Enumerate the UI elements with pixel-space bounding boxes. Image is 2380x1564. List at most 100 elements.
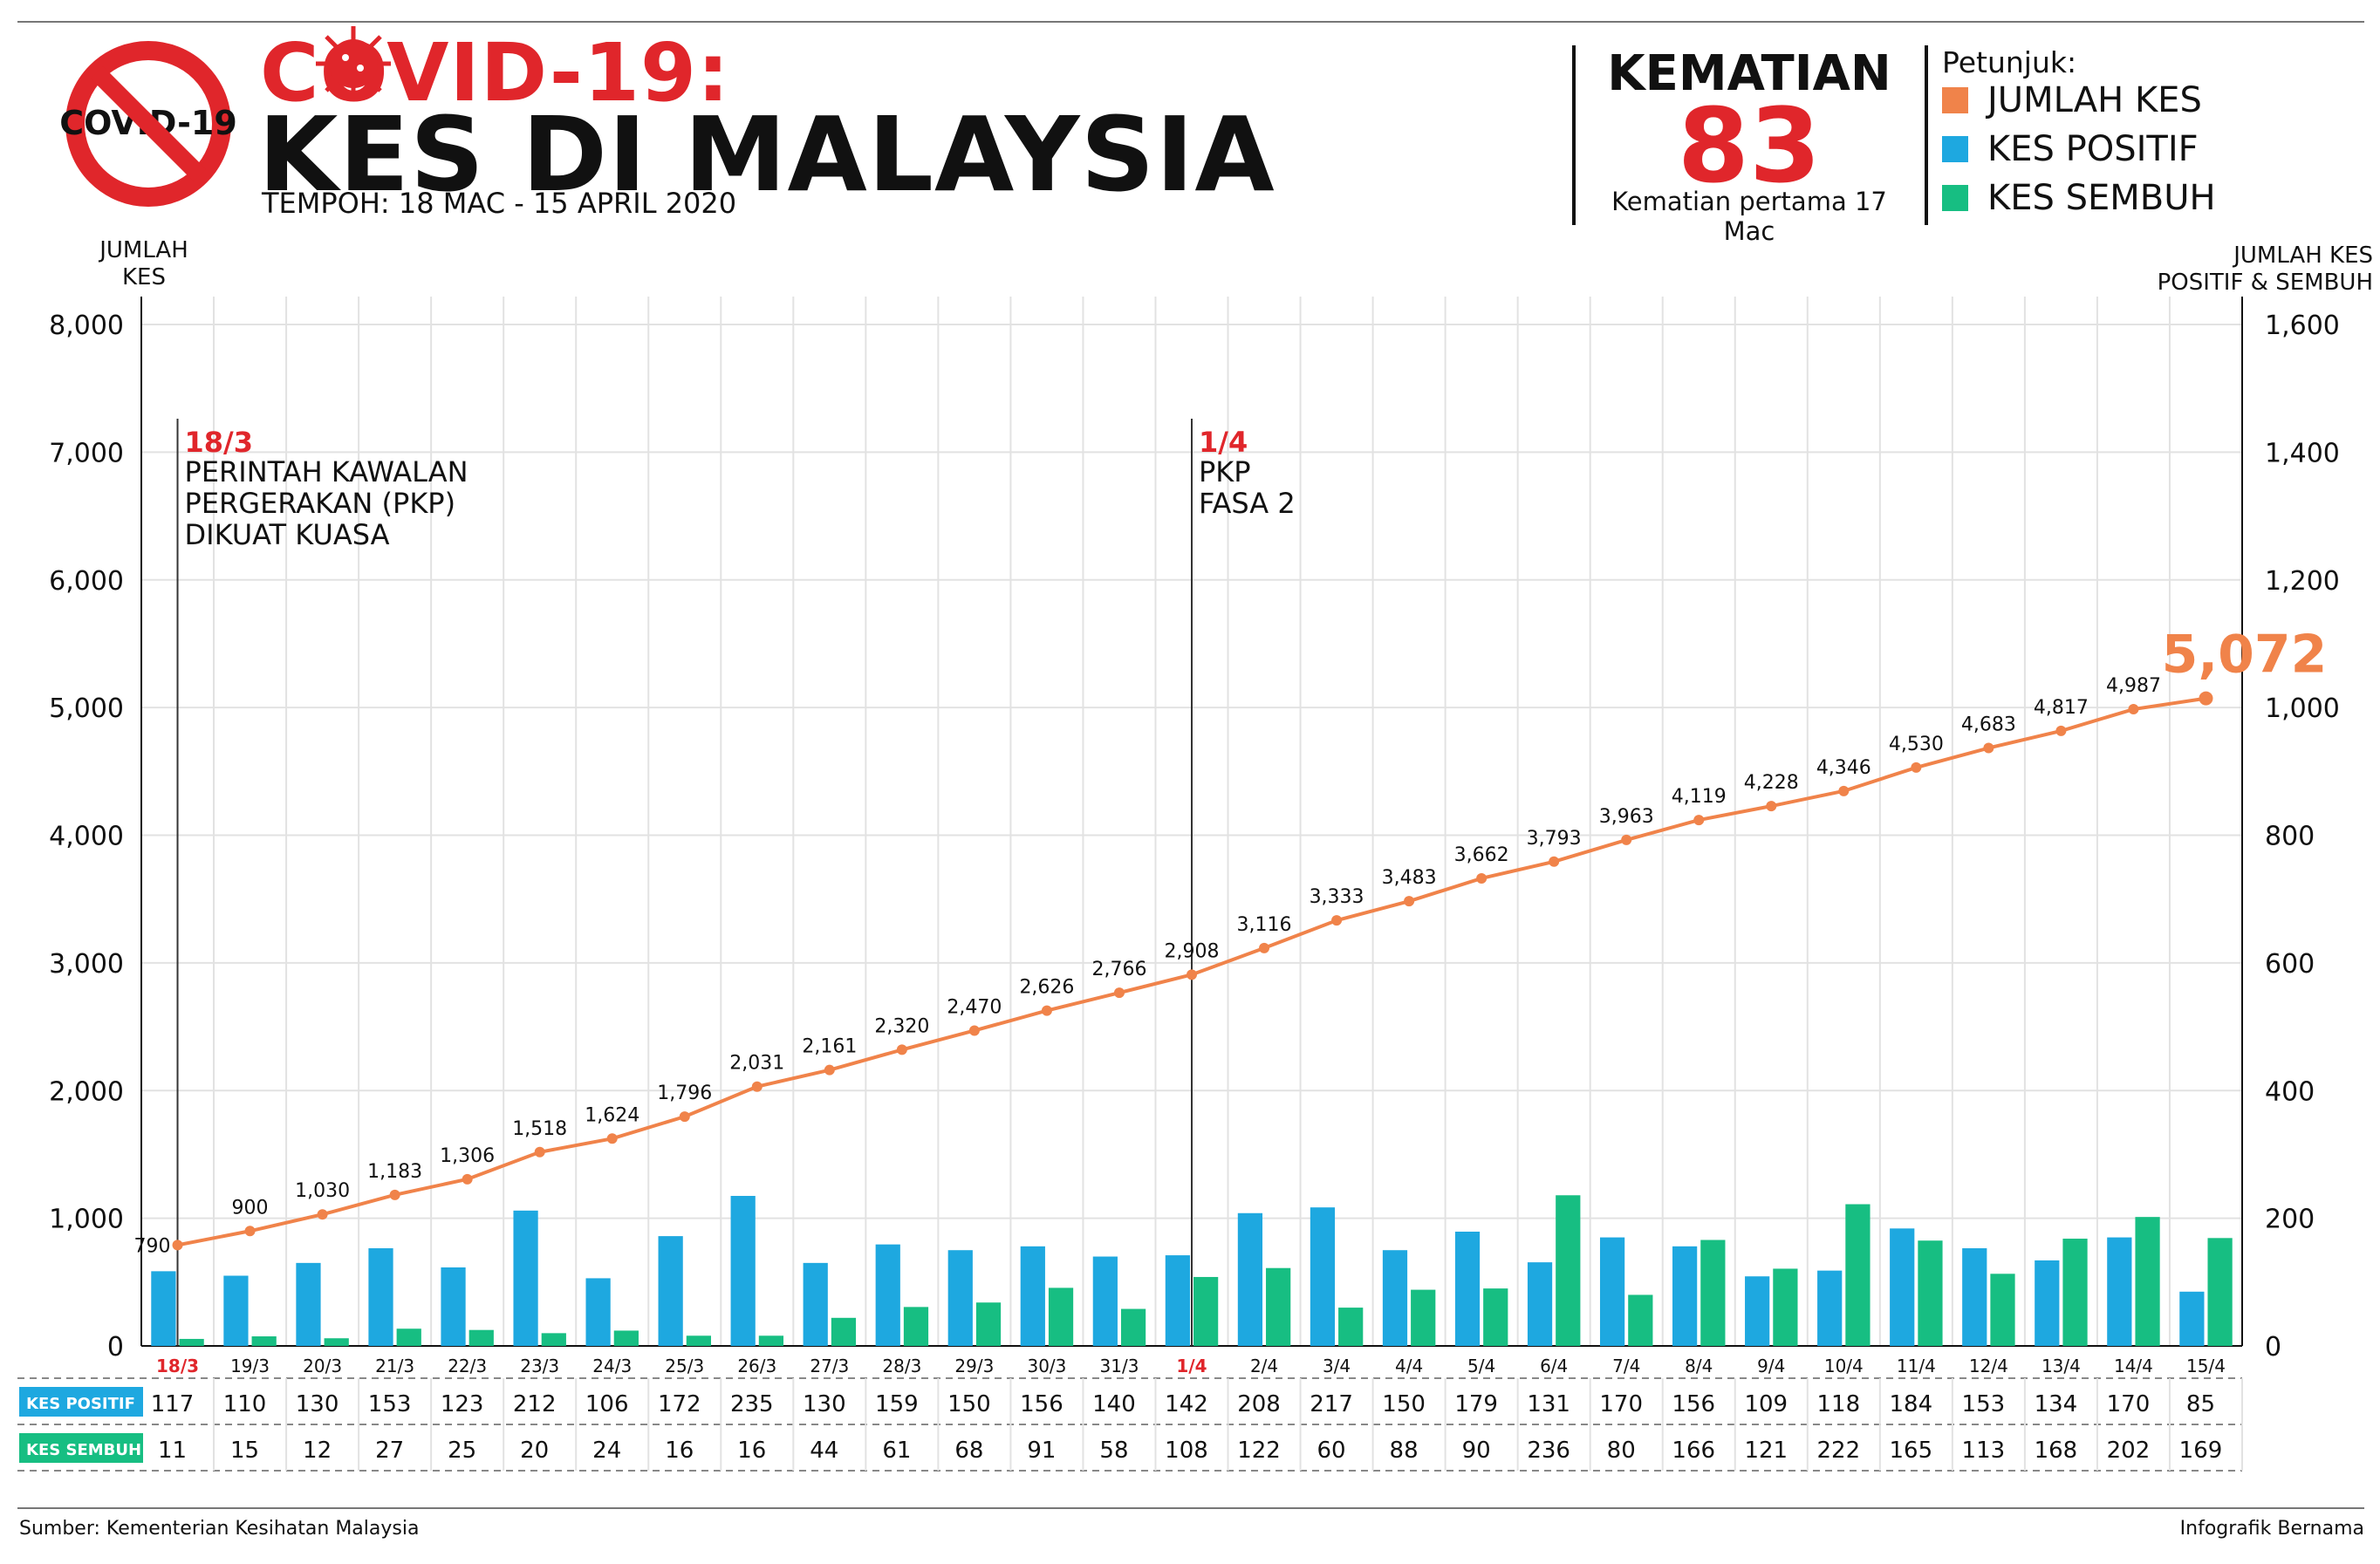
- x-tick-label: 7/4: [1612, 1356, 1640, 1376]
- data-label-jumlah-kes: 4,683: [1961, 714, 2016, 736]
- bar-kes-positif: [1382, 1250, 1408, 1346]
- x-tick-label: 6/4: [1540, 1356, 1568, 1376]
- left-axis-title-line: KES: [122, 264, 166, 291]
- table-cell: 16: [665, 1438, 694, 1464]
- bar-kes-sembuh: [975, 1302, 1002, 1346]
- data-label-jumlah-kes: 1,796: [657, 1083, 712, 1104]
- bar-kes-sembuh: [758, 1335, 784, 1346]
- bar-kes-sembuh: [1556, 1195, 1581, 1346]
- data-label-jumlah-kes: 3,793: [1527, 828, 1582, 850]
- table-cell: 108: [1165, 1438, 1208, 1464]
- left-tick-label: 0: [107, 1332, 124, 1363]
- data-label-jumlah-kes: 2,626: [1019, 977, 1074, 999]
- table-cell: 208: [1237, 1391, 1281, 1417]
- bar-kes-positif: [513, 1210, 538, 1346]
- bar-kes-positif: [1527, 1262, 1553, 1346]
- bar-kes-sembuh: [1483, 1288, 1508, 1346]
- x-tick-label: 3/4: [1323, 1356, 1351, 1376]
- bar-kes-sembuh: [1918, 1240, 1943, 1346]
- annotation-text: PERINTAH KAWALAN: [185, 455, 468, 488]
- table-row-label: KES SEMBUH: [26, 1441, 141, 1459]
- deaths-left-divider: [1572, 45, 1576, 225]
- table-cell: 184: [1890, 1391, 1933, 1417]
- bar-kes-sembuh: [1845, 1204, 1870, 1346]
- x-tick-label: 14/4: [2114, 1356, 2153, 1376]
- table-cell: 27: [375, 1438, 404, 1464]
- data-label-jumlah-kes: 1,183: [367, 1161, 422, 1183]
- annotation-text: PERGERAKAN (PKP): [185, 487, 456, 520]
- table-cell: 109: [1744, 1391, 1788, 1417]
- table-cell: 85: [2186, 1391, 2215, 1417]
- x-tick-label: 28/3: [882, 1356, 921, 1376]
- point-jumlah-kes: [172, 1240, 183, 1251]
- left-tick-label: 5,000: [49, 693, 124, 724]
- table-cell: 106: [585, 1391, 629, 1417]
- table-cell: 150: [1382, 1391, 1426, 1417]
- bar-kes-sembuh: [1120, 1308, 1146, 1346]
- left-tick-label: 6,000: [49, 566, 124, 597]
- bar-kes-positif: [1310, 1207, 1336, 1346]
- data-label-jumlah-kes: 4,987: [2106, 675, 2161, 697]
- table-cell: 20: [520, 1438, 549, 1464]
- x-tick-label: 5/4: [1467, 1356, 1495, 1376]
- table-cell: 170: [2107, 1391, 2151, 1417]
- x-tick-label: 2/4: [1250, 1356, 1278, 1376]
- bar-kes-sembuh: [1338, 1308, 1364, 1346]
- source-text: Sumber: Kementerian Kesihatan Malaysia: [19, 1518, 420, 1540]
- point-jumlah-kes: [2199, 691, 2213, 706]
- table-row-label: KES POSITIF: [26, 1395, 135, 1413]
- legend-label: KES POSITIF: [1987, 129, 2199, 169]
- table-cell: 168: [2035, 1438, 2078, 1464]
- table-cell: 130: [803, 1391, 846, 1417]
- table-cell: 91: [1027, 1438, 1056, 1464]
- left-tick-label: 2,000: [49, 1076, 124, 1107]
- table-cell: 166: [1672, 1438, 1715, 1464]
- data-label-jumlah-kes: 4,530: [1889, 734, 1944, 755]
- table-cell: 150: [947, 1391, 991, 1417]
- point-jumlah-kes: [1838, 785, 1850, 796]
- x-tick-label: 27/3: [810, 1356, 849, 1376]
- right-axis-title-line: JUMLAH KES: [2233, 242, 2373, 269]
- data-label-jumlah-kes: 3,963: [1599, 806, 1654, 828]
- data-label-jumlah-kes: 1,624: [585, 1104, 639, 1126]
- table-cell: 61: [882, 1438, 911, 1464]
- legend-label: KES SEMBUH: [1987, 178, 2216, 218]
- table-cell: 24: [592, 1438, 621, 1464]
- point-jumlah-kes: [1187, 969, 1197, 980]
- table-cell: 118: [1816, 1391, 1860, 1417]
- point-jumlah-kes: [1113, 987, 1125, 999]
- bar-kes-sembuh: [1193, 1276, 1219, 1346]
- table-cell: 110: [223, 1391, 267, 1417]
- x-tick-label: 8/4: [1685, 1356, 1713, 1376]
- bar-kes-sembuh: [1990, 1274, 2015, 1346]
- right-tick-label: 600: [2265, 949, 2315, 980]
- data-label-jumlah-kes: 3,662: [1454, 844, 1509, 866]
- data-label-jumlah-kes: 2,766: [1091, 959, 1146, 980]
- bar-kes-sembuh: [1628, 1294, 1653, 1346]
- data-label-jumlah-kes: 3,116: [1237, 914, 1292, 936]
- data-label-jumlah-kes: 3,333: [1310, 886, 1364, 908]
- table-cell: 142: [1165, 1391, 1208, 1417]
- right-axis-title-line: POSITIF & SEMBUH: [2157, 270, 2373, 297]
- legend-item-jumlah-kes: JUMLAH KES: [1942, 80, 2202, 120]
- table-cell: 153: [368, 1391, 412, 1417]
- table-cell: 12: [303, 1438, 332, 1464]
- table-cell: 156: [1020, 1391, 1063, 1417]
- bar-kes-positif: [1962, 1248, 1987, 1346]
- bar-kes-positif: [368, 1248, 393, 1346]
- point-jumlah-kes: [824, 1064, 835, 1076]
- x-tick-label: 12/4: [1969, 1356, 2008, 1376]
- x-tick-label: 22/3: [448, 1356, 487, 1376]
- bar-kes-sembuh: [251, 1336, 277, 1346]
- x-tick-label: 18/3: [156, 1356, 199, 1376]
- left-tick-label: 4,000: [49, 822, 124, 852]
- table-cell: 212: [513, 1391, 557, 1417]
- legend-label: JUMLAH KES: [1987, 80, 2202, 120]
- covid-prohibited-logo: COVID-19: [59, 37, 237, 211]
- x-tick-label: 10/4: [1824, 1356, 1864, 1376]
- point-jumlah-kes: [2128, 704, 2139, 715]
- right-tick-label: 1,600: [2265, 311, 2340, 341]
- right-axis-title: JUMLAH KES POSITIF & SEMBUH: [2111, 242, 2373, 297]
- credit-text: Infografik Bernama: [2179, 1518, 2364, 1540]
